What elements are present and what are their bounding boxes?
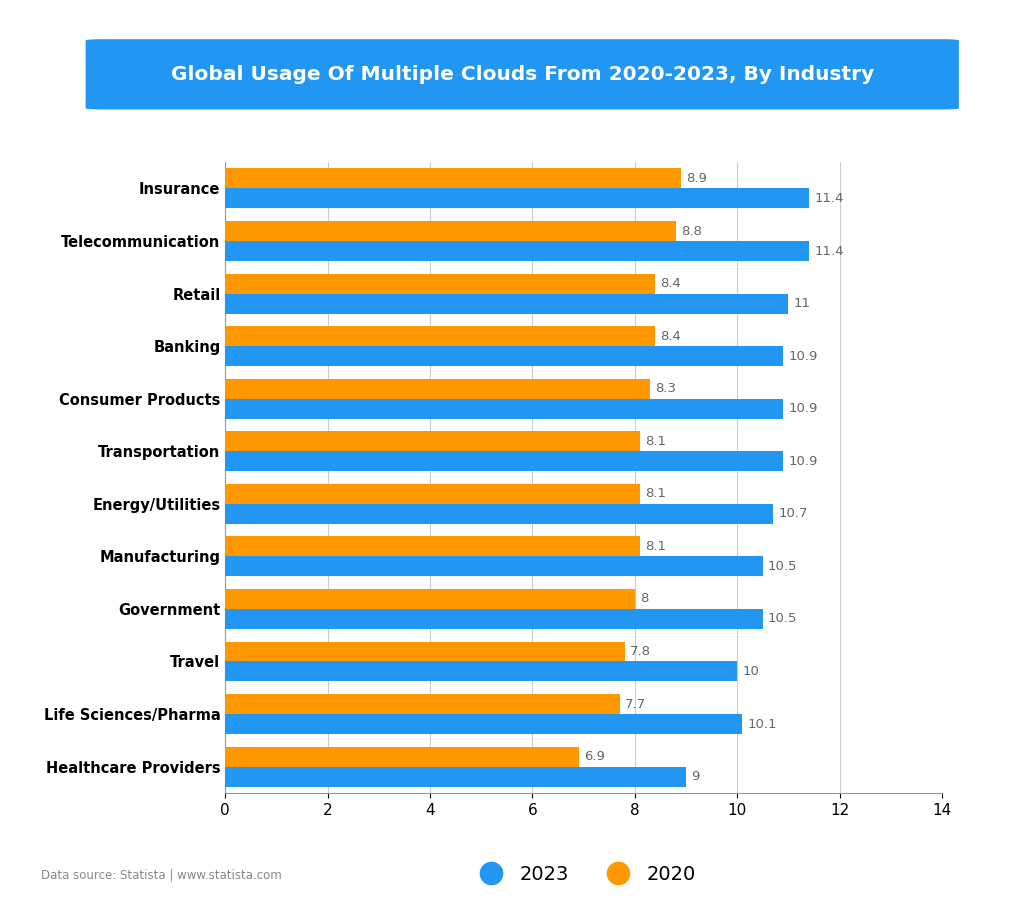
Bar	[225, 398, 783, 419]
Text: 10.5: 10.5	[768, 560, 798, 573]
Text: 9: 9	[691, 770, 699, 783]
Bar	[225, 274, 655, 294]
Bar	[225, 661, 737, 681]
Legend: 2023, 2020: 2023, 2020	[471, 865, 696, 884]
Text: 8.9: 8.9	[686, 172, 707, 185]
Bar	[225, 767, 686, 787]
Bar	[225, 221, 676, 241]
Text: 10.1: 10.1	[748, 717, 777, 731]
Text: 10: 10	[742, 665, 759, 678]
Text: 8.1: 8.1	[645, 487, 667, 500]
Bar	[225, 609, 763, 629]
Text: Data source: Statista | www.statista.com: Data source: Statista | www.statista.com	[41, 869, 282, 881]
Text: 10.7: 10.7	[778, 507, 808, 520]
Text: 10.9: 10.9	[788, 350, 818, 362]
Text: 10.9: 10.9	[788, 402, 818, 415]
Bar	[225, 589, 635, 609]
Bar	[225, 294, 788, 314]
Text: 8.4: 8.4	[660, 278, 681, 290]
Text: 7.7: 7.7	[625, 697, 646, 711]
Text: 8.4: 8.4	[660, 330, 681, 342]
Bar	[225, 747, 579, 767]
Bar	[225, 432, 640, 451]
Text: 10.5: 10.5	[768, 613, 798, 625]
Bar	[225, 642, 625, 661]
Bar	[225, 504, 773, 523]
Text: 11.4: 11.4	[814, 192, 844, 205]
Bar	[225, 241, 809, 261]
Text: 6.9: 6.9	[584, 751, 604, 763]
Bar	[225, 451, 783, 471]
Text: 8.1: 8.1	[645, 435, 667, 448]
Bar	[225, 536, 640, 556]
Bar	[225, 556, 763, 577]
Text: 8.3: 8.3	[655, 382, 677, 396]
Text: 10.9: 10.9	[788, 455, 818, 468]
Text: 8: 8	[640, 593, 648, 605]
Text: 11: 11	[794, 297, 811, 310]
Text: 8.8: 8.8	[681, 224, 701, 238]
Bar	[225, 188, 809, 208]
Bar	[225, 346, 783, 366]
Bar	[225, 694, 620, 714]
Text: Global Usage Of Multiple Clouds From 2020-2023, By Industry: Global Usage Of Multiple Clouds From 202…	[171, 65, 873, 84]
Text: 11.4: 11.4	[814, 244, 844, 258]
Text: 8.1: 8.1	[645, 540, 667, 553]
Bar	[225, 378, 650, 399]
Bar	[225, 714, 742, 734]
Bar	[225, 326, 655, 346]
Bar	[225, 484, 640, 504]
Bar	[225, 168, 681, 188]
Text: 7.8: 7.8	[630, 645, 651, 658]
FancyBboxPatch shape	[86, 40, 958, 109]
